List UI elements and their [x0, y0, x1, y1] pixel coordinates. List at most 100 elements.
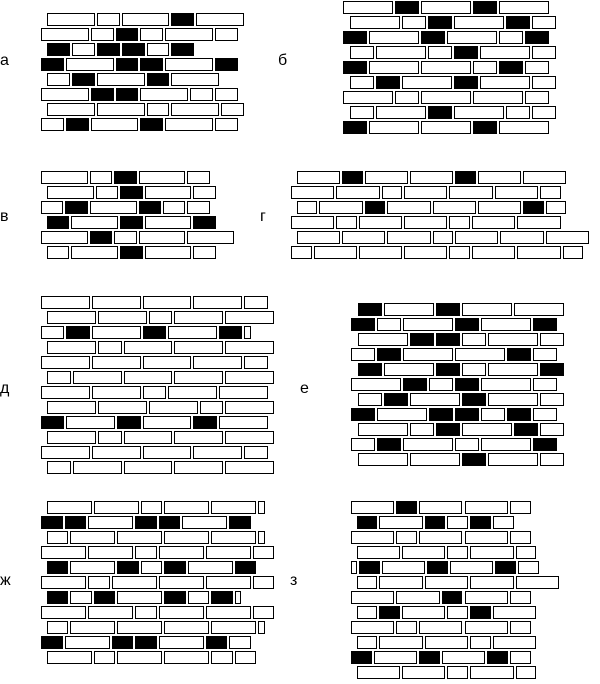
brick-white: [351, 561, 357, 574]
brick-black: [215, 58, 238, 71]
brick-white: [219, 386, 268, 399]
brick-row: [40, 590, 275, 605]
brick-white: [193, 446, 242, 459]
brick-white: [404, 186, 447, 199]
brick-white: [171, 103, 219, 116]
brick-white: [41, 171, 88, 184]
brick-white: [149, 401, 198, 414]
brick-row: [350, 650, 560, 665]
brick-white: [139, 171, 186, 184]
brick-row: [350, 317, 565, 332]
brick-white: [215, 118, 238, 131]
brick-white: [291, 216, 334, 229]
brick-black: [116, 58, 139, 71]
figure: абвгдежз: [0, 0, 600, 684]
brick-black: [357, 516, 378, 529]
brick-white: [546, 231, 589, 244]
brick-white: [336, 186, 379, 199]
brick-black: [506, 16, 530, 29]
brick-white: [462, 333, 486, 346]
brick-row: [350, 575, 560, 590]
brick-white: [235, 651, 257, 664]
brick-black: [140, 58, 163, 71]
brick-white: [225, 341, 274, 354]
brick-white: [351, 501, 394, 514]
brick-white: [88, 576, 110, 589]
brick-white: [357, 636, 378, 649]
brick-white: [235, 591, 241, 604]
brick-white: [481, 438, 531, 451]
brick-black: [139, 201, 161, 214]
brick-white: [193, 356, 242, 369]
brick-black: [396, 501, 417, 514]
brick-row: [40, 560, 275, 575]
brick-white: [174, 461, 223, 474]
brick-black: [428, 16, 452, 29]
brick-black: [428, 106, 452, 119]
brick-white: [540, 333, 564, 346]
brick-white: [516, 576, 559, 589]
brick-white: [447, 606, 468, 619]
brick-white: [188, 591, 210, 604]
brick-white: [314, 246, 357, 259]
brick-row: [290, 245, 590, 260]
brick-black: [114, 171, 136, 184]
brick-white: [47, 341, 96, 354]
brick-white: [182, 516, 227, 529]
brick-black: [171, 43, 194, 56]
brick-white: [470, 546, 513, 559]
brick-white: [41, 386, 90, 399]
brick-white: [419, 621, 462, 634]
brick-black: [454, 76, 478, 89]
brick-white: [114, 231, 136, 244]
brick-black: [455, 318, 479, 331]
brick-white: [402, 546, 445, 559]
brick-black: [455, 378, 479, 391]
brick-white: [196, 13, 244, 26]
brick-white: [342, 231, 385, 244]
brick-white: [47, 651, 92, 664]
brick-white: [71, 246, 118, 259]
brick-white: [365, 171, 408, 184]
brick-white: [71, 216, 118, 229]
brick-white: [358, 453, 408, 466]
brick-white: [253, 606, 275, 619]
brick-black: [455, 171, 476, 184]
brick-white: [88, 546, 133, 559]
brick-white: [291, 246, 312, 259]
brick-black: [171, 13, 194, 26]
brick-black: [117, 416, 140, 429]
brick-white: [41, 88, 89, 101]
brick-white: [470, 576, 513, 589]
brick-white: [357, 606, 378, 619]
brick-white: [66, 416, 115, 429]
brick-white: [499, 31, 523, 44]
brick-black: [540, 363, 564, 376]
brick-white: [493, 516, 514, 529]
brick-row: [40, 310, 275, 325]
brick-white: [532, 46, 556, 59]
brick-white: [92, 446, 141, 459]
brick-white: [215, 28, 238, 41]
brick-white: [140, 28, 163, 41]
brick-black: [470, 516, 491, 529]
brick-white: [359, 246, 402, 259]
brick-black: [47, 591, 69, 604]
brick-white: [219, 416, 268, 429]
brick-black: [473, 121, 497, 134]
brick-white: [369, 31, 419, 44]
brick-white: [402, 606, 445, 619]
brick-black: [507, 408, 531, 421]
brick-white: [159, 576, 204, 589]
brick-black: [94, 591, 116, 604]
brick-white: [470, 636, 491, 649]
brick-white: [47, 501, 92, 514]
brick-white: [91, 118, 139, 131]
brick-white: [481, 408, 505, 421]
brick-white: [174, 311, 223, 324]
brick-white: [525, 91, 549, 104]
brick-black: [487, 651, 508, 664]
brick-white: [428, 46, 452, 59]
brick-row: [350, 605, 560, 620]
brick-white: [225, 371, 274, 384]
